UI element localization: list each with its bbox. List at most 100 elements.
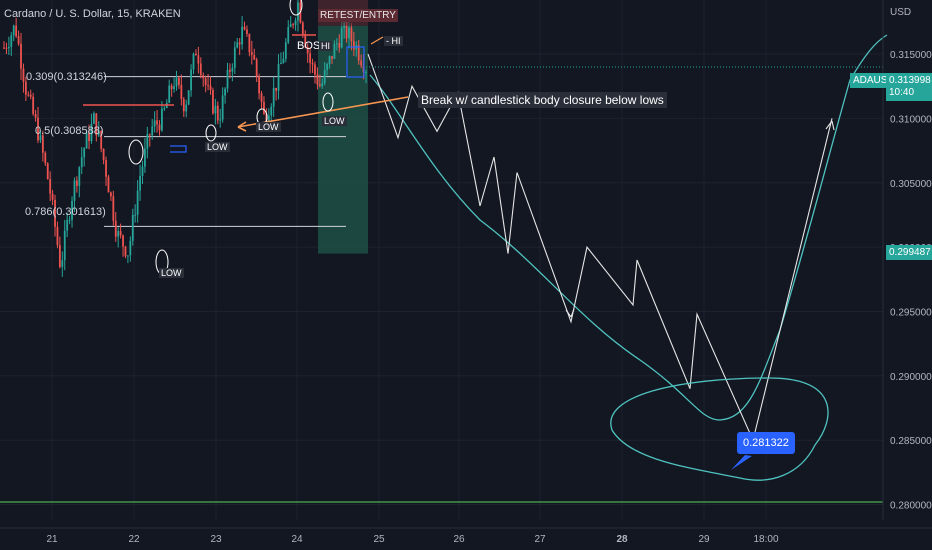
candle-body — [352, 41, 355, 50]
candle-body — [195, 53, 197, 56]
candle-body — [253, 55, 256, 60]
hi-arrow-label: - HI — [384, 36, 403, 46]
candle-body — [173, 86, 175, 90]
candle-body — [321, 83, 324, 87]
candle-body — [221, 95, 224, 120]
low-box — [170, 145, 187, 153]
hand-drawn-circle — [289, 0, 303, 16]
candle-body — [44, 152, 47, 164]
x-tick-label: 23 — [210, 534, 222, 545]
candle-body — [102, 148, 105, 161]
candle-body — [119, 231, 122, 236]
candle-body — [272, 87, 275, 107]
high-box — [346, 46, 365, 78]
candle-body — [326, 63, 329, 71]
candle-body — [219, 119, 222, 121]
symbol-title: Cardano / U. S. Dollar, 15, KRAKEN — [4, 8, 181, 20]
candle-body — [236, 42, 239, 48]
target-price-badge[interactable]: 0.281322 — [737, 432, 795, 454]
candle-body — [318, 84, 321, 87]
time-axis[interactable]: 21 22 23 24 25 26 27 28 29 18:00 — [0, 527, 932, 545]
candle-body — [129, 240, 132, 256]
candle-body — [7, 46, 10, 49]
low-label: LOW — [322, 116, 347, 126]
y-tick-label: 0.315000 — [890, 50, 932, 61]
candle-body — [117, 231, 120, 237]
candle-body — [287, 27, 290, 43]
y-tick-label: 0.295000 — [890, 307, 932, 318]
candle-body — [233, 47, 236, 68]
candle-body — [168, 85, 171, 103]
y-tick-label: 0.290000 — [890, 372, 932, 383]
last-price-tag: 0.313998 10:40 — [886, 73, 932, 101]
grid — [0, 0, 883, 520]
candle-body — [309, 53, 312, 63]
arrow-head — [237, 121, 247, 132]
candle-body — [95, 113, 98, 136]
candle-body — [187, 90, 190, 105]
candle-body — [134, 214, 137, 216]
candle-body — [63, 230, 66, 261]
retest-entry-label: RETEST/ENTRY — [318, 9, 398, 22]
candle-body — [161, 108, 163, 131]
candle-body — [22, 68, 25, 82]
candle-body — [224, 88, 226, 96]
candle-body — [360, 60, 363, 66]
candle-body — [282, 58, 285, 64]
candle-body — [122, 235, 124, 247]
candle-body — [357, 45, 360, 61]
candle-body — [24, 81, 27, 95]
candle-body — [338, 43, 341, 48]
candle-body — [34, 113, 37, 118]
candle-body — [323, 70, 326, 84]
badge-pointer — [731, 455, 752, 470]
candle-body — [238, 42, 241, 45]
candle-body — [27, 94, 30, 96]
candle-body — [226, 69, 229, 89]
x-tick-label: 28 — [616, 534, 628, 545]
candle-body — [214, 105, 217, 114]
candle-body — [131, 214, 134, 241]
candle-body — [71, 200, 73, 220]
candle-body — [258, 76, 261, 94]
annotation-drawings — [83, 0, 883, 481]
candle-body — [267, 115, 270, 123]
candle-body — [114, 220, 117, 237]
break-note: Break w/ candlestick body closure below … — [418, 92, 667, 108]
candle-body — [202, 75, 205, 79]
entry-zone — [318, 25, 368, 254]
candle-body — [148, 134, 151, 136]
symbol-price-tag: ADAUSD — [850, 73, 898, 88]
candle-body — [3, 47, 5, 49]
candlestick-series — [3, 0, 367, 277]
candle-body — [54, 199, 56, 227]
candle-body — [17, 36, 20, 44]
candle-body — [311, 62, 314, 65]
candle-body — [58, 245, 61, 267]
candle-body — [73, 180, 76, 201]
bos-label: BOS — [297, 40, 321, 52]
candle-body — [182, 98, 185, 112]
candle-body — [83, 148, 86, 158]
x-tick-label: 29 — [698, 534, 710, 545]
x-tick-label: 27 — [534, 534, 546, 545]
candle-body — [229, 69, 231, 72]
key-level-price-tag: 0.299487 — [886, 245, 932, 260]
candle-body — [144, 148, 146, 167]
candle-body — [277, 63, 280, 91]
x-tick-label: 24 — [291, 534, 303, 545]
candle-body — [88, 132, 90, 142]
candle-body — [333, 44, 336, 59]
y-tick-label: 0.280000 — [890, 501, 932, 512]
candle-body — [51, 193, 54, 200]
last-price: 0.313998 — [889, 75, 931, 86]
low-label: LOW — [256, 122, 281, 132]
candle-body — [316, 74, 319, 85]
candle-body — [231, 67, 234, 72]
candle-body — [156, 120, 158, 125]
candle-body — [292, 24, 295, 26]
candle-body — [29, 94, 32, 97]
candle-body — [49, 179, 52, 194]
fibonacci-levels — [104, 76, 346, 227]
